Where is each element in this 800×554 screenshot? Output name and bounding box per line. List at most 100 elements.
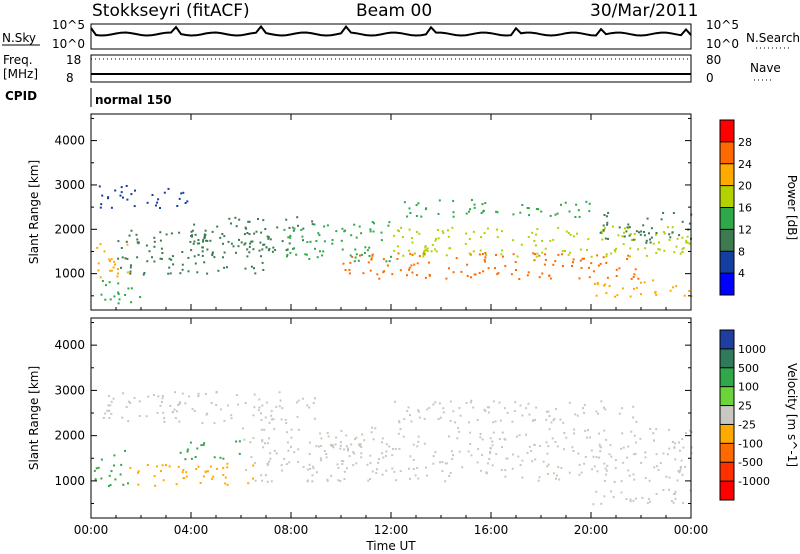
data-cell [181, 268, 184, 271]
data-cell [289, 251, 292, 254]
data-cell [649, 241, 652, 244]
data-cell [592, 455, 595, 458]
data-cell [176, 205, 179, 207]
data-cell [130, 229, 133, 232]
data-cell [230, 242, 233, 245]
data-cell [117, 282, 120, 285]
data-cell [369, 269, 372, 272]
colorbar-swatch [720, 273, 734, 296]
data-cell [222, 256, 224, 259]
data-cell [468, 252, 471, 255]
data-cell [189, 441, 192, 444]
data-cell [512, 239, 515, 242]
data-cell [629, 498, 632, 501]
data-cell [316, 471, 318, 474]
data-cell [502, 255, 504, 258]
data-cell [173, 408, 176, 411]
noise-sky-line [90, 24, 692, 37]
data-cell [105, 284, 107, 287]
data-cell [549, 277, 552, 280]
data-cell [676, 237, 679, 240]
data-cell [96, 246, 99, 249]
data-cell [153, 245, 156, 248]
data-cell [545, 441, 548, 444]
colorbar-swatch [720, 386, 734, 407]
data-cell [403, 418, 406, 421]
scatter-region-4 [98, 185, 189, 209]
data-cell [353, 452, 356, 455]
data-cell [598, 456, 601, 459]
data-cell [226, 466, 229, 469]
data-cell [534, 458, 537, 461]
data-cell [496, 236, 499, 239]
data-cell [604, 227, 606, 230]
data-cell [662, 489, 665, 491]
data-cell [162, 411, 165, 414]
data-cell [382, 456, 385, 459]
data-cell [409, 212, 412, 214]
data-cell [206, 239, 209, 242]
data-cell [657, 241, 660, 244]
data-cell [591, 468, 594, 471]
data-cell [355, 462, 358, 465]
data-cell [503, 407, 506, 410]
data-cell [401, 236, 404, 239]
scatter-region-10 [593, 279, 693, 298]
data-cell [160, 247, 163, 250]
data-cell [618, 412, 621, 415]
data-cell [99, 276, 102, 279]
data-cell [671, 226, 674, 229]
data-cell [120, 463, 123, 466]
freq-label: Freq. [3, 53, 33, 67]
data-cell [538, 276, 541, 279]
data-cell [109, 404, 112, 407]
data-cell [250, 240, 253, 243]
data-cell [117, 268, 119, 271]
data-cell [588, 202, 591, 205]
data-cell [597, 412, 599, 415]
data-cell [682, 247, 685, 249]
data-cell [371, 426, 374, 429]
data-cell [181, 392, 184, 395]
data-cell [536, 228, 539, 231]
data-cell [252, 437, 255, 440]
data-cell [660, 218, 663, 221]
data-cell [480, 236, 483, 239]
data-cell [387, 224, 390, 227]
data-cell [543, 263, 546, 266]
data-cell [295, 253, 298, 256]
data-cell [571, 446, 574, 449]
data-cell [538, 445, 541, 447]
data-cell [521, 459, 524, 462]
data-cell [147, 395, 150, 398]
data-cell [252, 248, 255, 251]
data-cell [495, 254, 497, 256]
data-cell [666, 226, 669, 229]
data-cell [335, 230, 338, 233]
data-cell [689, 429, 691, 432]
data-cell [117, 240, 120, 243]
data-cell [599, 450, 602, 453]
data-cell [582, 407, 584, 410]
data-cell [623, 235, 626, 238]
data-cell [156, 411, 159, 414]
data-cell [492, 421, 495, 424]
data-cell [411, 253, 414, 256]
data-cell [120, 247, 123, 249]
data-cell [448, 267, 450, 270]
data-cell [109, 298, 112, 301]
data-cell [650, 227, 653, 230]
data-cell [258, 249, 261, 252]
data-cell [100, 477, 103, 480]
data-cell [151, 194, 154, 196]
data-cell [492, 400, 495, 403]
data-cell [196, 447, 199, 450]
data-cell [257, 218, 259, 220]
data-cell [245, 227, 248, 230]
data-cell [445, 277, 448, 280]
data-cell [395, 479, 398, 482]
data-cell [97, 269, 100, 272]
data-cell [603, 495, 606, 498]
data-cell [108, 474, 111, 477]
data-cell [531, 460, 534, 463]
